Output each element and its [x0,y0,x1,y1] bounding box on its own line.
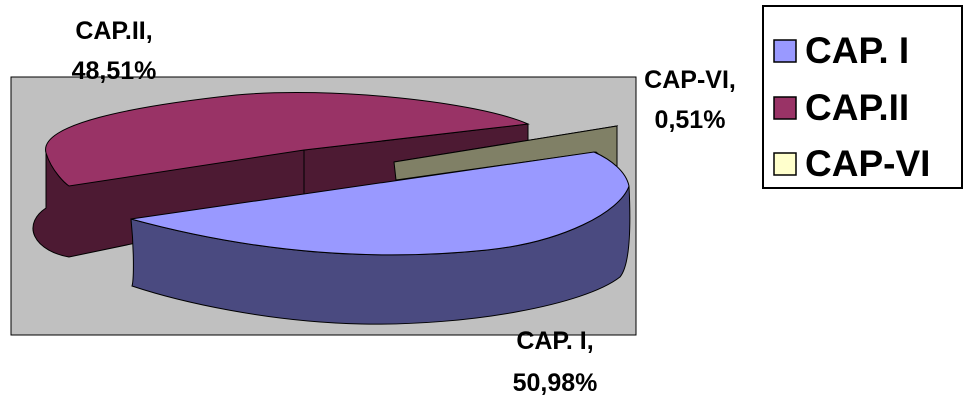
label-cap-vi-name: CAP-VI, [644,66,736,94]
label-cap-ii-name: CAP.II, [75,17,152,45]
legend: CAP. I CAP.II CAP-VI [762,5,963,189]
legend-label-cap-ii: CAP.II [805,87,909,128]
legend-swatch-cap-vi [773,152,797,176]
slice-cap-i-top [130,151,630,256]
legend-label-cap-vi: CAP-VI [805,143,930,184]
slice-cap-i [130,151,631,325]
slice-cap-vi [393,125,619,181]
label-cap-vi-value: 0,51% [655,106,726,134]
label-cap-i-value: 50,98% [513,369,598,397]
legend-swatch-cap-i [773,39,797,63]
label-cap-ii-value: 48,51% [72,57,157,85]
slice-cap-ii-top [45,91,530,187]
legend-swatch-cap-ii [773,96,797,120]
slice-cap-ii [32,91,530,258]
label-cap-i-name: CAP. I, [516,327,593,355]
legend-label-cap-i: CAP. I [805,30,909,71]
